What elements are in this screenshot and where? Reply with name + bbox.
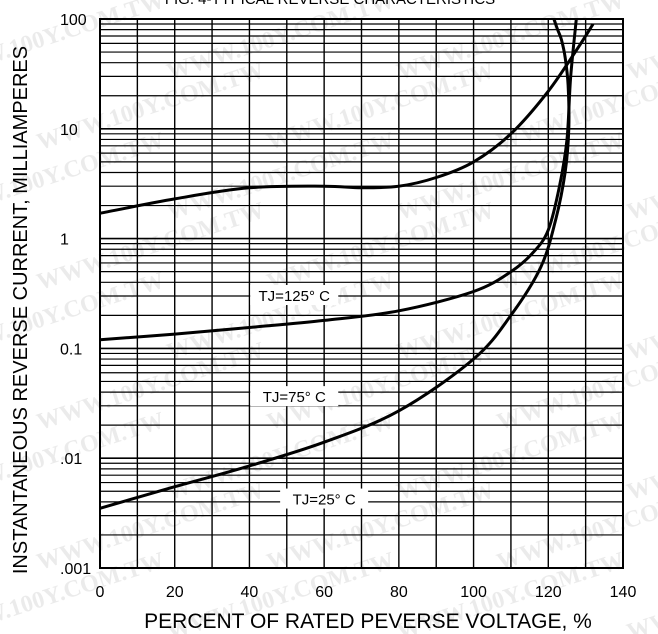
x-tick-labels: 0 20 40 60 80 100 120 140 xyxy=(96,584,637,601)
y-tick-labels: .001 .01 0.1 1 10 100 xyxy=(60,12,91,578)
x-tick-label: 100 xyxy=(460,584,487,601)
watermark-text: WWW.100Y.COM.TW xyxy=(624,0,658,86)
x-tick-label: 60 xyxy=(315,584,333,601)
y-tick-label: 1 xyxy=(60,232,69,249)
y-tick-label: 10 xyxy=(60,122,78,139)
series-line-2 xyxy=(99,18,571,510)
grid xyxy=(100,19,623,568)
y-axis-label: INSTANTANEOUS REVERSE CURRENT, MILLIAMPE… xyxy=(10,46,32,574)
annotations: TJ=125° C TJ=75° C TJ=25° C xyxy=(250,285,369,509)
annotation-bg xyxy=(280,488,369,509)
annotation-label: TJ=25° C xyxy=(293,492,356,509)
annotation-bg xyxy=(250,285,339,306)
x-tick-label: 80 xyxy=(390,584,408,601)
watermark-text: WWW.100Y.COM.TW xyxy=(624,128,658,226)
y-tick-label: 0.1 xyxy=(60,341,82,358)
plot-frame xyxy=(99,18,624,569)
series-line-0 xyxy=(99,23,595,215)
y-tick-label: .001 xyxy=(60,561,91,578)
chart-title: FIG. 4-TYPICAL REVERSE CHARACTERISTICS xyxy=(165,0,495,8)
y-tick-label: 100 xyxy=(60,12,87,29)
annotation-bg xyxy=(250,386,339,407)
annotation-label: TJ=75° C xyxy=(263,389,326,406)
x-tick-label: 140 xyxy=(610,584,637,601)
x-tick-label: 0 xyxy=(96,584,105,601)
y-tick-label: .01 xyxy=(60,451,82,468)
x-tick-label: 40 xyxy=(241,584,259,601)
x-tick-label: 120 xyxy=(535,584,562,601)
annotation-label: TJ=125° C xyxy=(259,288,331,305)
x-axis-label: PERCENT OF RATED PEVERSE VOLTAGE, % xyxy=(144,610,592,633)
curves xyxy=(99,18,595,510)
watermark-text: WWW.100Y.COM.TW xyxy=(624,408,658,506)
x-tick-label: 20 xyxy=(166,584,184,601)
watermark-text: WWW.100Y.COM.TW xyxy=(624,268,658,366)
